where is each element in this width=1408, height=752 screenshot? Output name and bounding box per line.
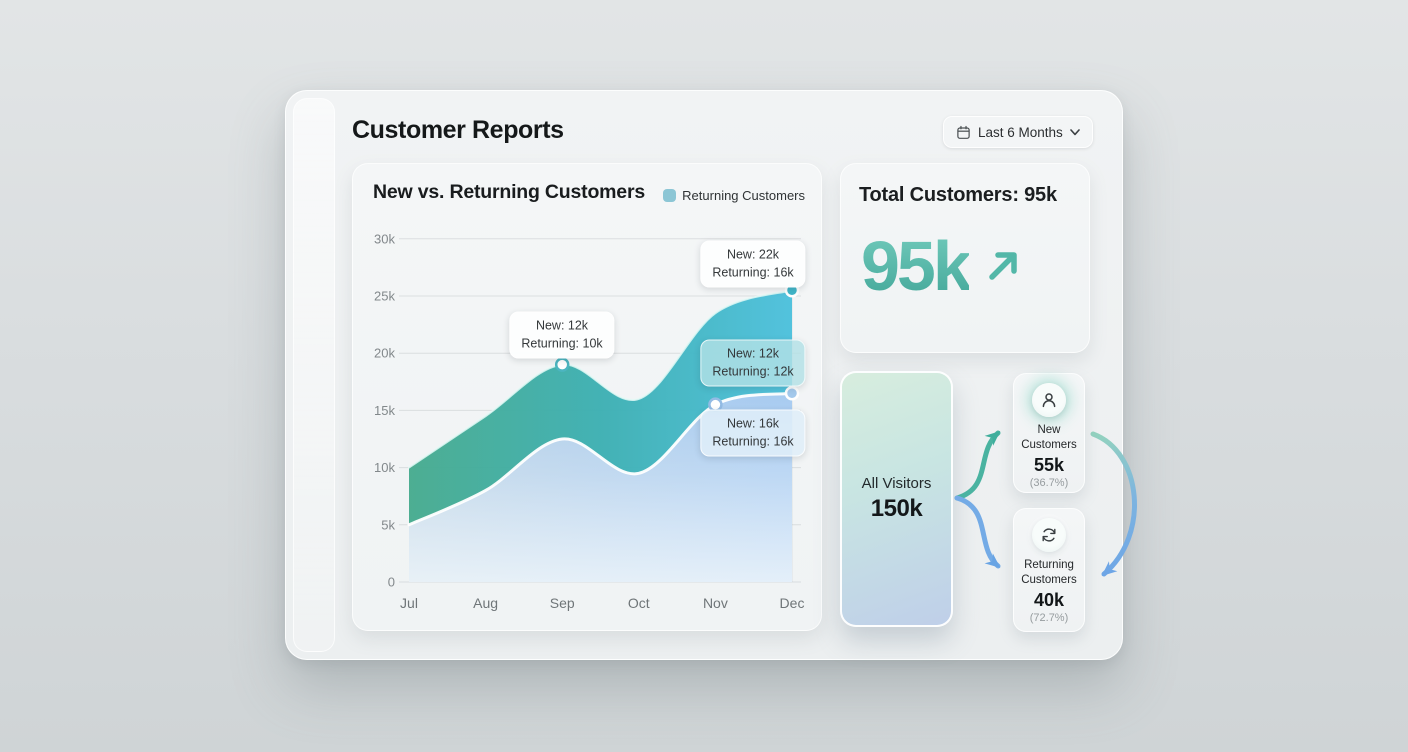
y-axis-tick-label: 20k [374,346,395,361]
new-customers-icon-circle [1032,383,1066,417]
legend-label: Returning Customers [682,188,805,203]
y-axis-tick-label: 5k [381,517,395,532]
total-customers-card: Total Customers: 95k 95k [840,163,1090,353]
period-selector-label: Last 6 Months [978,124,1063,140]
chart-tooltip: New: 12k Returning: 10k [509,311,615,359]
y-axis-tick-label: 10k [374,460,395,475]
arrow-up-right-icon [989,252,1017,280]
calendar-icon [957,125,970,139]
data-point[interactable] [784,385,800,401]
chart-tooltip: New: 16k Returning: 16k [700,409,806,457]
arrow-to-new-customers [954,430,1001,501]
returning-customers-label: Returning Customers [1021,559,1077,586]
total-customers-value: 95k [861,227,972,305]
chart-tooltip: New: 22k Returning: 16k [700,240,806,288]
chevron-down-icon [1069,128,1080,135]
returning-customers-icon-circle [1032,518,1066,552]
returning-customers-value: 40k [1033,589,1065,610]
new-customers-label: New Customers [1021,424,1077,451]
data-point[interactable] [554,357,570,372]
all-visitors-value: 150k [870,495,923,522]
person-icon [1042,393,1056,408]
x-axis-tick-label: Nov [703,595,728,611]
total-customers-title: Total Customers: 95k [859,184,1057,206]
new-customers-value: 55k [1033,454,1065,475]
new-customers-percentage: (36.7%) [1029,476,1069,489]
total-customers-value-row: 95k [861,226,1023,306]
y-axis-tick-label: 30k [374,231,395,246]
funnel-arrows [954,430,1137,577]
chart-card: 30k 25k 20k 15k 10k 5k 0 Jul Aug Sep Oct Nov Dec New… [352,163,822,631]
x-axis-tick-label: Dec [780,595,805,611]
area-chart: 30k 25k 20k 15k 10k 5k 0 Jul Aug Sep Oct Nov Dec [374,231,805,611]
refresh-icon [1042,528,1056,542]
all-visitors-card: All Visitors 150k [840,371,953,627]
y-axis-tick-label: 25k [374,289,395,304]
new-customers-card: New Customers 55k (36.7%) [1013,373,1085,493]
x-axis-tick-label: Jul [400,595,418,611]
period-selector-button[interactable]: Last 6 Months [943,116,1093,148]
chart-title: New vs. Returning Customers [373,181,645,203]
chart-legend: Returning Customers [663,188,805,203]
all-visitors-label: All Visitors [861,475,932,492]
x-axis-tick-label: Sep [550,595,575,611]
chart-tooltip: New: 12k Returning: 12k [700,339,806,387]
x-axis-tick-label: Aug [473,595,498,611]
arrow-new-to-returning [1090,431,1137,577]
side-rail [293,98,335,652]
arrow-to-returning-customers [954,495,1001,569]
returning-customers-percentage: (72.7%) [1029,611,1069,624]
y-axis-tick-label: 0 [388,575,395,590]
page-title: Customer Reports [352,116,564,144]
legend-swatch [663,189,677,202]
returning-customers-card: Returning Customers 40k (72.7%) [1013,508,1085,632]
x-axis-tick-label: Oct [628,595,650,611]
y-axis-tick-label: 15k [374,403,395,418]
area-edge-new [408,289,793,469]
